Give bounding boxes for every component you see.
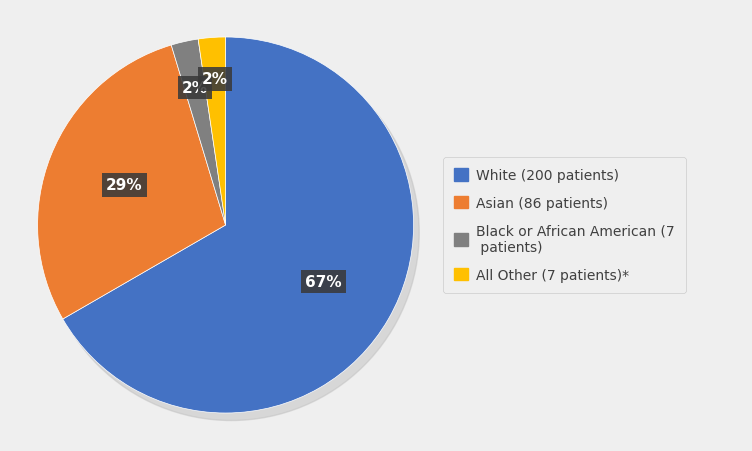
Wedge shape <box>198 38 226 226</box>
Text: 29%: 29% <box>106 178 143 193</box>
Text: 2%: 2% <box>182 81 208 96</box>
Circle shape <box>43 46 420 421</box>
Text: 2%: 2% <box>202 72 228 87</box>
Legend: White (200 patients), Asian (86 patients), Black or African American (7
 patient: White (200 patients), Asian (86 patients… <box>443 157 686 294</box>
Wedge shape <box>62 38 414 413</box>
Wedge shape <box>171 40 226 226</box>
Text: 67%: 67% <box>305 274 341 289</box>
Wedge shape <box>38 46 226 319</box>
